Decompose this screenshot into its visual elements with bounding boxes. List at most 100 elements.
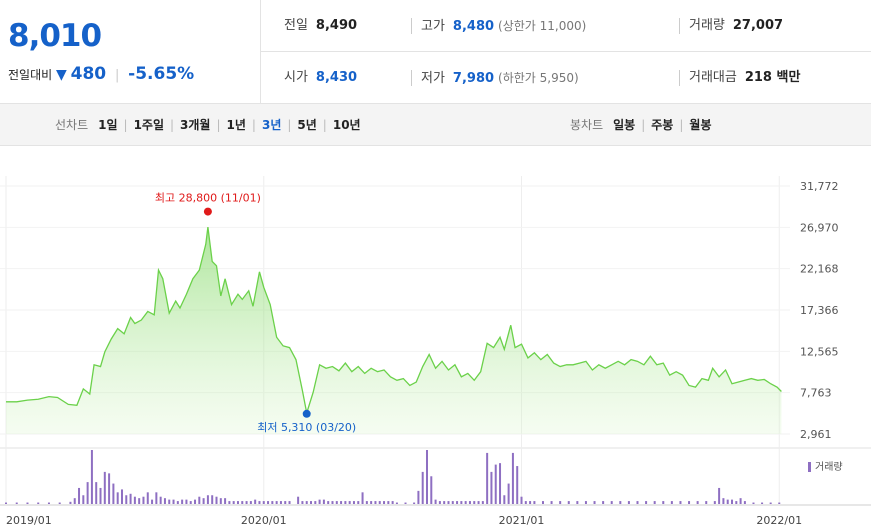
period-tab-0[interactable]: 1일 (98, 118, 118, 132)
volume-bar (413, 502, 416, 504)
high-value: 8,480 (452, 19, 495, 34)
volume-bar (722, 498, 725, 504)
volume-bar (550, 501, 553, 504)
divider: | (123, 118, 128, 132)
candle-tab-2[interactable]: 월봉 (689, 118, 712, 132)
candle-tab-0[interactable]: 일봉 (613, 118, 636, 132)
volume-bar (494, 464, 497, 504)
open-cell: 시가 8,430 (284, 52, 357, 104)
summary-row-2: 시가 8,430 저가 7,980 (하한가 5,950) 거래대금 218 백만 (261, 52, 871, 104)
volume-bar (490, 471, 493, 504)
volume-bar (275, 501, 278, 504)
volume-bar (47, 502, 50, 504)
volume-bar (713, 501, 716, 504)
volume-bar (284, 501, 287, 504)
high-cell: 고가 8,480 (상한가 11,000) (421, 0, 586, 52)
period-tab-4[interactable]: 3년 (261, 118, 282, 132)
period-tab-2[interactable]: 3개월 (180, 118, 211, 132)
candle-chart-label: 봉차트 (570, 118, 604, 132)
volume-bar (241, 501, 244, 504)
volume-bar (559, 501, 562, 504)
price-line (6, 226, 782, 414)
low-label: 저가 (421, 71, 445, 86)
volume-bar (86, 482, 89, 504)
volume-bar (340, 501, 343, 504)
volume-bar (82, 495, 85, 504)
volume-bar (662, 501, 665, 504)
volume-bar (778, 502, 781, 504)
candle-chart-periods: 봉차트 일봉 | 주봉 | 월봉 (570, 104, 712, 146)
divider (411, 18, 412, 34)
volume-bar (15, 502, 18, 504)
volume-bar (421, 471, 424, 504)
volume-bar (155, 492, 158, 504)
volume-bar (352, 501, 355, 504)
volume-bar (305, 501, 308, 504)
volume-bar (477, 501, 480, 504)
volume-bar (219, 498, 222, 504)
volume-bar (159, 496, 162, 504)
volume-bar (185, 499, 188, 504)
divider: | (216, 118, 221, 132)
volume-bar (224, 498, 227, 504)
volume-bar (417, 490, 420, 504)
y-tick-label: 31,772 (800, 180, 839, 193)
volume-bar (228, 501, 231, 504)
volume-bar (301, 501, 304, 504)
turnover-cell: 거래대금 218 백만 (689, 52, 800, 104)
volume-bar (464, 501, 467, 504)
volume-bar (370, 501, 373, 504)
volume-bar (584, 501, 587, 504)
period-tab-6[interactable]: 10년 (332, 118, 361, 132)
volume-bar (451, 501, 454, 504)
volume-bar (520, 496, 523, 504)
change-percent: -5.65% (128, 64, 195, 84)
volume-bar (395, 502, 398, 504)
volume-bar (198, 496, 201, 504)
volume-bar (541, 501, 544, 504)
divider (679, 70, 680, 86)
volume-bar (739, 498, 742, 504)
volume-bar (430, 476, 433, 504)
volume-bar (602, 501, 605, 504)
volume-bar (232, 501, 235, 504)
volume-bar (481, 501, 484, 504)
price-chart: 31,772 26,970 22,168 17,366 12,565 7,763 2,961… (0, 146, 871, 532)
divider: | (114, 68, 120, 83)
volume-bar (279, 501, 282, 504)
volume-bar (215, 496, 218, 504)
volume-bar (37, 502, 40, 504)
period-tab-1[interactable]: 1주일 (133, 118, 164, 132)
volume-bar (688, 501, 691, 504)
volume-bar (443, 501, 446, 504)
volume-bar (610, 501, 613, 504)
volume-bar (176, 501, 179, 504)
volume-bar (99, 487, 102, 504)
volume-bar (344, 501, 347, 504)
volume-bar (645, 501, 648, 504)
y-tick-label: 17,366 (800, 304, 839, 317)
volume-bar (696, 501, 699, 504)
volume-bar (90, 450, 93, 504)
divider: | (170, 118, 175, 132)
chart-toolbar: 선차트 1일 | 1주일 | 3개월 | 1년 | 3년 | 5년 | 10년 봉차트 일봉 | 주봉 | 월봉 (0, 104, 871, 146)
volume-bar (327, 501, 330, 504)
volume-bar (511, 452, 514, 504)
volume-bar (486, 452, 489, 504)
volume-bar (288, 501, 291, 504)
min-annotation: 최저 5,310 (03/20) (257, 421, 356, 434)
volume-bar (348, 501, 351, 504)
period-tab-3[interactable]: 1년 (226, 118, 246, 132)
summary-row-1: 전일 8,490 고가 8,480 (상한가 11,000) 거래량 27,007 (261, 0, 871, 52)
turnover-value: 218 백만 (744, 70, 801, 85)
prev-close-value: 8,490 (315, 18, 358, 33)
volume-bar (211, 495, 214, 504)
x-tick-label: 2020/01 (241, 514, 287, 527)
volume-bar (335, 501, 338, 504)
upper-limit: (상한가 11,000) (498, 19, 587, 33)
y-tick-label: 12,565 (800, 345, 839, 358)
period-tab-5[interactable]: 5년 (297, 118, 317, 132)
volume-legend-swatch (808, 462, 811, 472)
candle-tab-1[interactable]: 주봉 (651, 118, 674, 132)
open-value: 8,430 (315, 70, 358, 85)
